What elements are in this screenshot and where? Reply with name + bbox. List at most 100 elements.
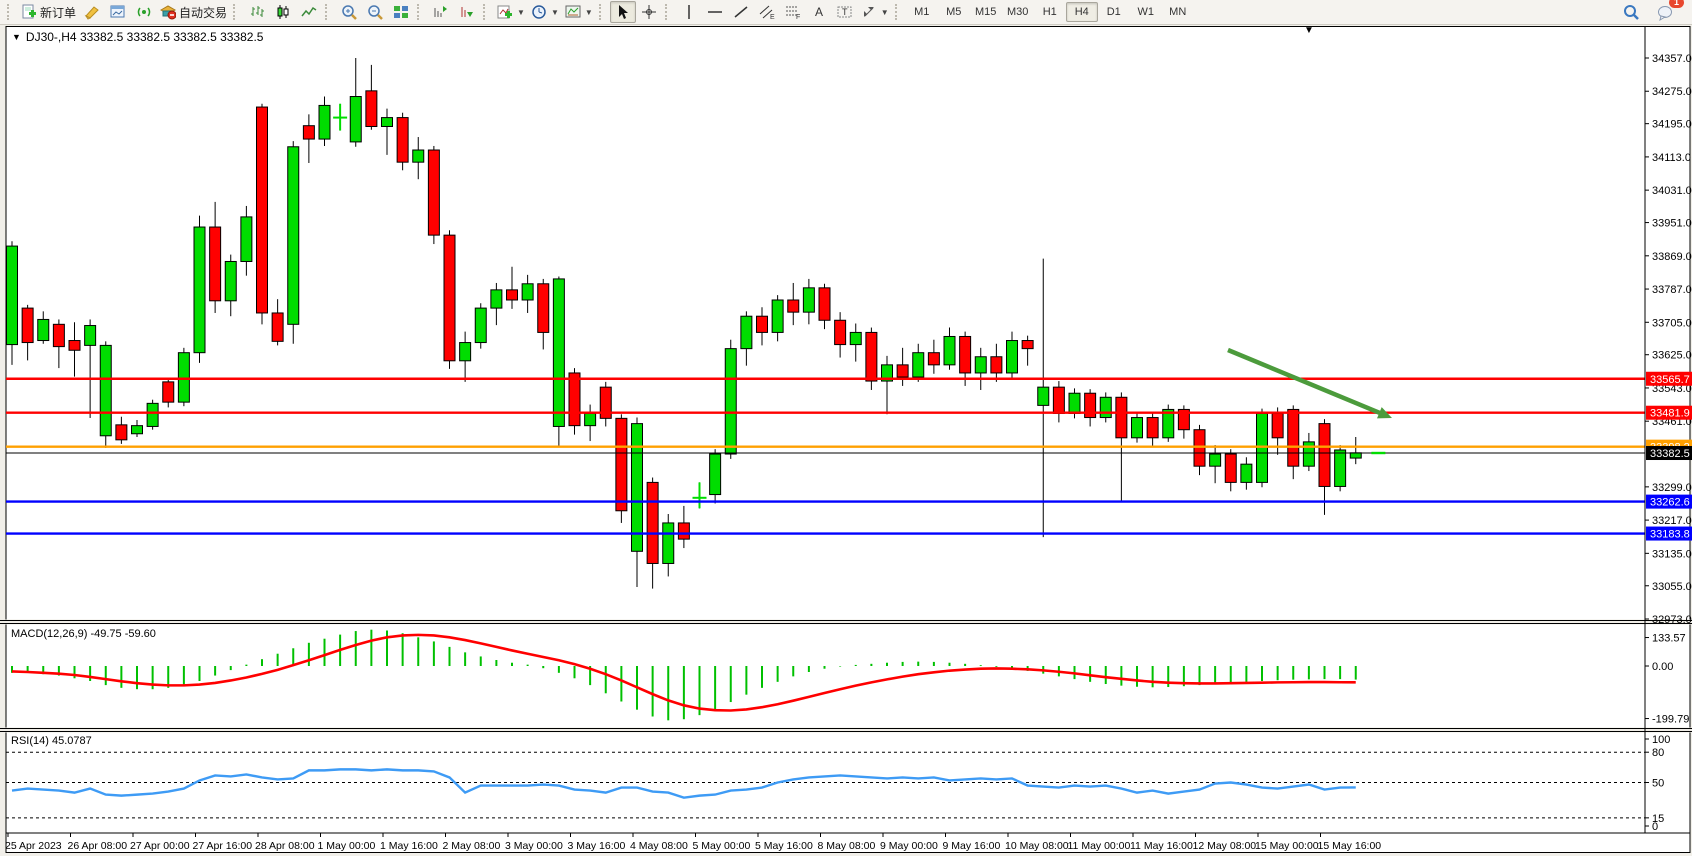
chart-dropdown-icon[interactable]: ▼ <box>12 32 21 42</box>
search-button[interactable] <box>1618 1 1644 23</box>
signals-button[interactable] <box>131 1 157 23</box>
chevron-down-icon: ▼ <box>880 7 889 17</box>
indicators-button[interactable]: ▼ <box>494 1 528 23</box>
vertical-line-tool-button[interactable] <box>676 1 702 23</box>
notifications-button[interactable]: 1 <box>1652 0 1684 23</box>
svg-text:A: A <box>815 5 823 19</box>
timeframe-D1[interactable]: D1 <box>1106 6 1121 18</box>
line-chart-icon <box>301 4 317 20</box>
svg-text:-199.79: -199.79 <box>1652 714 1689 726</box>
chart-top-marker-icon[interactable]: ▼ <box>1304 25 1314 36</box>
macd-axis: 133.57 0.00 -199.79 <box>1645 633 1689 726</box>
svg-text:33135.0: 33135.0 <box>1652 548 1692 560</box>
equidistant-channel-icon: E <box>759 4 775 20</box>
svg-text:34357.0: 34357.0 <box>1652 53 1692 65</box>
svg-text:11 May 16:00: 11 May 16:00 <box>1130 840 1193 852</box>
arrows-tool-button[interactable]: ▼ <box>858 1 892 23</box>
new-order-label: 新订单 <box>40 5 77 20</box>
text-label-tool-button[interactable]: T <box>832 1 858 23</box>
svg-text:15 May 00:00: 15 May 00:00 <box>1255 840 1319 852</box>
timeframe-M15[interactable]: M15 <box>975 6 997 18</box>
fibonacci-icon: F <box>785 4 801 20</box>
svg-text:33705.0: 33705.0 <box>1652 317 1692 329</box>
crayon-icon <box>84 4 100 20</box>
crosshair-tool-button[interactable] <box>636 1 662 23</box>
trend-arrow-head <box>1377 407 1392 419</box>
candlestick-mode-button[interactable] <box>270 1 296 23</box>
trend-arrow[interactable] <box>1227 347 1386 418</box>
bar-chart-mode-button[interactable] <box>244 1 270 23</box>
toolbar-grip <box>325 4 331 20</box>
toolbar-grip <box>7 4 13 20</box>
svg-text:4 May 08:00: 4 May 08:00 <box>630 840 688 852</box>
svg-text:5 May 16:00: 5 May 16:00 <box>755 840 813 852</box>
svg-text:33183.8: 33183.8 <box>1650 529 1690 541</box>
timeframe-M30[interactable]: M30 <box>1007 6 1029 18</box>
fibonacci-tool-button[interactable]: F <box>780 1 806 23</box>
macd-pane <box>11 629 1357 721</box>
auto-scroll-button[interactable] <box>454 1 480 23</box>
timeframe-MN[interactable]: MN <box>1169 6 1187 18</box>
price-axis[interactable]: 34357.0 34275.0 34195.0 34113.0 34031.0 33951… <box>1645 53 1692 626</box>
periods-button[interactable]: ▼ <box>528 1 562 23</box>
main-toolbar: 新订单 自动交易 <box>0 0 1692 25</box>
svg-text:32973.0: 32973.0 <box>1652 614 1692 626</box>
timeframe-M5[interactable]: M5 <box>946 6 962 18</box>
toolbar-grip <box>233 4 239 20</box>
line-chart-mode-button[interactable] <box>296 1 322 23</box>
search-icon <box>1623 4 1640 21</box>
signal-icon <box>136 4 152 20</box>
zoom-out-button[interactable] <box>362 1 388 23</box>
svg-text:E: E <box>770 14 775 20</box>
svg-text:2 May 08:00: 2 May 08:00 <box>443 840 501 852</box>
time-axis[interactable]: 25 Apr 2023 26 Apr 08:00 27 Apr 00:00 27 Ap… <box>5 833 1381 852</box>
macd-signal-line <box>11 633 1356 712</box>
svg-text:T: T <box>842 7 848 17</box>
template-icon <box>565 4 581 20</box>
pane-splitter[interactable] <box>0 727 1692 733</box>
market-watch-window-button[interactable] <box>105 1 131 23</box>
svg-text:34195.0: 34195.0 <box>1652 119 1692 131</box>
toolbar-grip <box>598 4 605 20</box>
chevron-down-icon: ▼ <box>517 7 525 17</box>
rsi-line <box>11 768 1356 799</box>
chart-window[interactable]: 34357.0 34275.0 34195.0 34113.0 34031.0 33951… <box>0 25 1692 856</box>
bar-chart-icon <box>249 4 265 20</box>
cursor-tool-button[interactable] <box>609 1 636 23</box>
svg-text:9 May 00:00: 9 May 00:00 <box>880 840 938 852</box>
svg-text:15 May 16:00: 15 May 16:00 <box>1318 840 1382 852</box>
indicators-icon <box>497 4 513 20</box>
equidistant-channel-tool-button[interactable]: E <box>754 1 780 23</box>
chart-canvas[interactable]: 34357.0 34275.0 34195.0 34113.0 34031.0 33951… <box>0 26 1692 856</box>
svg-text:33625.0: 33625.0 <box>1652 350 1692 362</box>
svg-text:33299.0: 33299.0 <box>1652 482 1692 494</box>
rsi-indicator-label: RSI(14) 45.0787 <box>11 735 92 747</box>
crayon-tool-button[interactable] <box>79 1 105 23</box>
tile-windows-button[interactable] <box>388 1 414 23</box>
svg-text:0: 0 <box>1652 821 1658 833</box>
pane-splitter[interactable] <box>0 619 1692 625</box>
auto-trading-button[interactable]: 自动交易 <box>157 1 230 23</box>
chart-shift-button[interactable] <box>428 1 454 23</box>
text-icon: A <box>811 4 827 20</box>
timeframe-M1[interactable]: M1 <box>914 6 930 18</box>
svg-text:33543.0: 33543.0 <box>1652 383 1692 395</box>
text-tool-button[interactable]: A <box>806 1 832 23</box>
crosshair-icon <box>641 4 657 20</box>
new-order-button[interactable]: 新订单 <box>18 1 79 23</box>
chart-title: ▼ DJ30-,H4 33382.5 33382.5 33382.5 33382.… <box>12 30 264 44</box>
trendline-tool-button[interactable] <box>728 1 754 23</box>
timeframe-H4[interactable]: H4 <box>1065 2 1098 22</box>
zoom-in-button[interactable] <box>336 1 362 23</box>
svg-text:10 May 08:00: 10 May 08:00 <box>1005 840 1069 852</box>
horizontal-line-tool-button[interactable] <box>702 1 728 23</box>
svg-text:9 May 16:00: 9 May 16:00 <box>943 840 1001 852</box>
candlestick-series[interactable] <box>6 58 1362 589</box>
horizontal-line-icon <box>707 4 723 20</box>
timeframe-W1[interactable]: W1 <box>1137 6 1154 18</box>
svg-text:1 May 00:00: 1 May 00:00 <box>318 840 376 852</box>
templates-button[interactable]: ▼ <box>562 1 596 23</box>
timeframe-H1[interactable]: H1 <box>1042 6 1057 18</box>
svg-text:8 May 08:00: 8 May 08:00 <box>818 840 876 852</box>
horizontal-line-objects[interactable] <box>6 377 1645 535</box>
